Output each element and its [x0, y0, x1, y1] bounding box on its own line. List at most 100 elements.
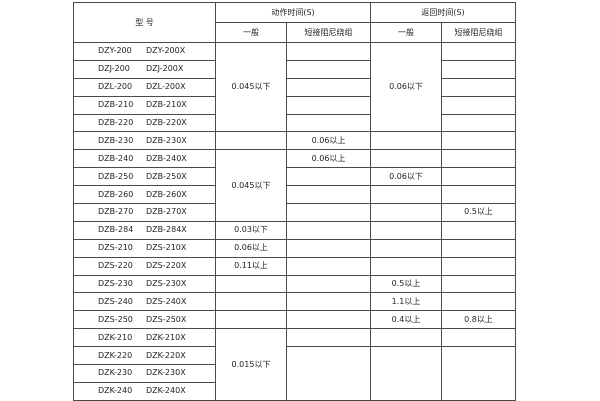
model-x-variant: DZB-210X [146, 100, 187, 110]
table-row: DZB-284 DZB-284X 0.03以下 [73, 220, 517, 240]
model-standard: DZJ-200 [98, 64, 130, 74]
model-standard: DZK-240 [98, 386, 133, 396]
model-standard: DZS-240 [98, 296, 133, 306]
action-general-cell [215, 310, 287, 330]
model-header: 型 号 [73, 2, 216, 43]
table-row: DZS-240 DZS-240X 1.1以上 [73, 292, 517, 312]
model-x-variant: DZB-284X [146, 225, 187, 235]
action-short-cell [285, 167, 372, 187]
model-x-variant: DZY-200X [146, 46, 186, 56]
model-cell: DZL-200 DZL-200X [73, 77, 216, 97]
table-row: DZB-270 DZB-270X 0.5以上 [73, 203, 517, 222]
model-cell: DZK-240 DZK-240X [73, 381, 216, 401]
return-general-cell: 0.06以下 [370, 167, 443, 187]
model-x-variant: DZS-220X [146, 261, 187, 271]
table-row: DZJ-200 DZJ-200X [73, 59, 517, 79]
action-general-cell: 0.045以下 [215, 41, 287, 133]
return-general-cell [370, 328, 443, 348]
table-row: DZB-220 DZB-220X [73, 113, 517, 133]
table-row: DZB-240 DZB-240X 0.045以下 0.06以上 [73, 149, 517, 222]
table-row: DZL-200 DZL-200X [73, 77, 517, 97]
model-standard: DZB-270 [98, 207, 134, 217]
action-short-cell [285, 203, 372, 222]
model-cell: DZB-270 DZB-270X [73, 203, 216, 222]
action-general-cell: 0.045以下 [215, 149, 287, 222]
model-x-variant: DZK-230X [146, 368, 186, 378]
return-short-cell [441, 328, 517, 348]
return-short-cell [441, 113, 517, 133]
return-general-cell [370, 346, 443, 401]
model-x-variant: DZB-260X [146, 189, 187, 199]
model-standard: DZB-220 [98, 118, 134, 127]
model-standard: DZY-200 [98, 46, 132, 56]
model-standard: DZS-230 [98, 279, 133, 289]
return-short-cell [441, 292, 517, 312]
return-general-cell [370, 131, 443, 151]
return-short-cell: 0.5以上 [441, 203, 517, 222]
return-short-cell [441, 59, 517, 79]
model-cell: DZS-240 DZS-240X [73, 292, 216, 312]
model-standard: DZB-284 [98, 225, 134, 235]
return-general-header: 一般 [370, 22, 443, 43]
return-short-cell [441, 167, 517, 187]
model-x-variant: DZB-230X [146, 135, 187, 145]
model-x-variant: DZK-210X [146, 332, 186, 342]
model-cell: DZB-284 DZB-284X [73, 220, 216, 240]
model-standard: DZB-210 [98, 100, 134, 110]
return-short-cell [441, 274, 517, 294]
table-row: DZB-210 DZB-210X [73, 95, 517, 115]
table-row: DZS-250 DZS-250X 0.4以上 0.8以上 [73, 310, 517, 330]
return-general-cell: 0.06以下 [370, 41, 443, 133]
action-short-cell [285, 220, 372, 240]
model-cell: DZS-220 DZS-220X [73, 256, 216, 276]
action-general-cell: 0.015以下 [215, 328, 287, 401]
model-cell: DZS-230 DZS-230X [73, 274, 216, 294]
table-row: DZS-210 DZS-210X 0.06以上 [73, 238, 517, 258]
action-short-cell [285, 59, 372, 79]
model-x-variant: DZS-250X [146, 314, 187, 324]
action-short-cell [285, 310, 372, 330]
return-short-cell [441, 149, 517, 169]
return-general-cell [370, 238, 443, 258]
return-general-cell [370, 203, 443, 222]
table-row: DZB-230 DZB-230X 0.06以上 [73, 131, 517, 151]
return-general-cell [370, 185, 443, 205]
return-short-cell [441, 77, 517, 97]
model-cell: DZB-230 DZB-230X [73, 131, 216, 151]
model-standard: DZK-220 [98, 350, 133, 360]
action-general-cell: 0.11以上 [215, 256, 287, 276]
table-row: DZB-250 DZB-250X 0.06以下 [73, 167, 517, 187]
return-short-cell [441, 220, 517, 240]
table-row: DZS-230 DZS-230X 0.5以上 [73, 274, 517, 294]
return-short-cell [441, 238, 517, 258]
model-standard: DZS-250 [98, 314, 133, 324]
table-row: DZK-220 DZK-220X [73, 346, 517, 401]
model-cell: DZK-210 DZK-210X [73, 328, 216, 348]
action-short-cell [285, 328, 372, 348]
model-cell: DZB-250 DZB-250X [73, 167, 216, 187]
model-cell: DZB-220 DZB-220X [73, 113, 216, 133]
return-general-cell [370, 220, 443, 240]
return-short-cell [441, 131, 517, 151]
return-general-cell [370, 149, 443, 169]
action-short-header: 短接阻尼绕组 [285, 22, 372, 43]
model-cell: DZB-210 DZB-210X [73, 95, 216, 115]
action-short-cell [285, 274, 372, 294]
model-standard: DZB-240 [98, 153, 134, 163]
action-general-cell [215, 274, 287, 294]
action-short-cell: 0.06以上 [285, 131, 372, 151]
model-cell: DZB-240 DZB-240X [73, 149, 216, 169]
action-short-cell: 0.06以上 [285, 149, 372, 169]
table-row: DZY-200 DZY-200X 0.045以下 0.06以下 [73, 41, 517, 133]
model-x-variant: DZB-250X [146, 171, 187, 181]
model-x-variant: DZL-200X [146, 82, 186, 92]
model-cell: DZS-210 DZS-210X [73, 238, 216, 258]
model-cell: DZJ-200 DZJ-200X [73, 59, 216, 79]
action-general-header: 一般 [215, 22, 287, 43]
model-x-variant: DZJ-200X [146, 64, 184, 74]
model-standard: DZB-260 [98, 189, 134, 199]
return-general-cell: 1.1以上 [370, 292, 443, 312]
model-standard: DZB-230 [98, 135, 134, 145]
action-general-cell: 0.06以上 [215, 238, 287, 258]
table-row: DZK-210 DZK-210X 0.015以下 [73, 328, 517, 401]
